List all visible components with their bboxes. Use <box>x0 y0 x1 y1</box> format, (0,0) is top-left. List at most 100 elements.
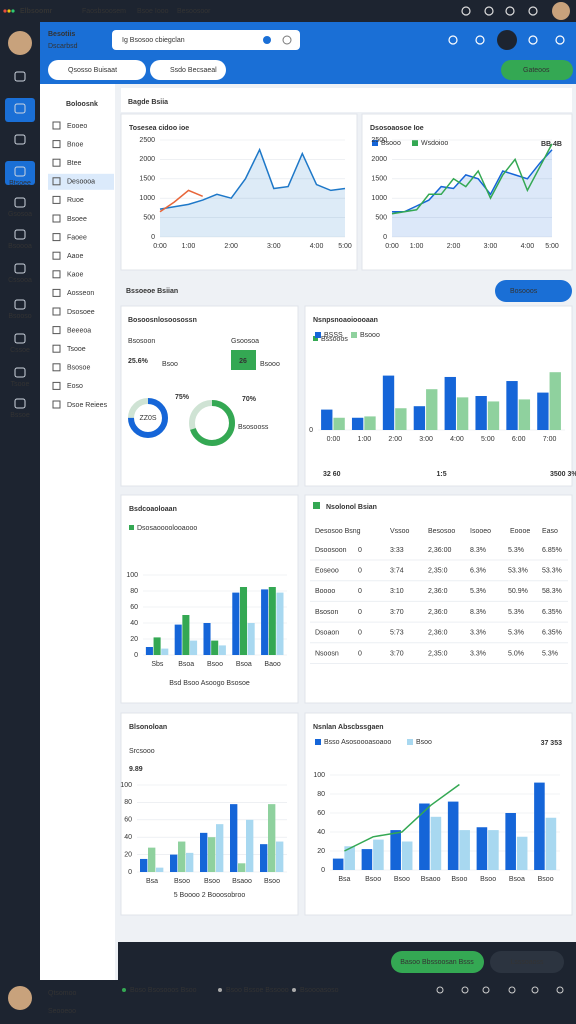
table-cell: 53.3% <box>542 568 562 575</box>
rail-label[interactable]: Bssoe <box>10 412 30 419</box>
menu-tab[interactable]: Besoosoor <box>177 8 211 15</box>
filter-text[interactable]: Ssdo Becsaeal <box>170 67 217 74</box>
filter-pill[interactable] <box>150 60 226 80</box>
y-tick-label: 60 <box>130 604 138 611</box>
x-tick-label: Bsa <box>338 876 350 883</box>
sidebar-item[interactable]: Faoee <box>67 234 87 241</box>
search-box[interactable] <box>112 30 300 50</box>
action-text[interactable]: Gateoos <box>523 67 550 74</box>
bar <box>211 640 219 655</box>
menu-tab[interactable]: Faosbsoosem <box>82 8 126 15</box>
y-tick-label: 0 <box>134 652 138 659</box>
action-button[interactable] <box>501 60 573 80</box>
x-tick-label: 2:00 <box>447 243 461 250</box>
sidebar-item[interactable]: Btee <box>67 160 82 167</box>
sidebar-item[interactable]: Dsoe Reiees <box>67 402 108 409</box>
rail-label[interactable]: Tsooe <box>11 381 30 388</box>
sidebar-item[interactable]: Bsosoe <box>67 365 90 372</box>
header-avatar <box>8 31 32 55</box>
rail-label[interactable]: Gsosoa <box>8 211 32 218</box>
sidebar-item[interactable]: Kaoe <box>67 272 83 279</box>
primary-button[interactable] <box>391 951 484 973</box>
table-cell: Eoseoo <box>315 568 339 575</box>
rail-label[interactable]: Cssoe <box>10 347 30 354</box>
rail-label[interactable]: Bsooso <box>8 313 31 320</box>
sidebar-item[interactable]: Dsosoee <box>67 309 95 316</box>
bar <box>190 640 198 655</box>
secondary-button-text[interactable]: Lsssoaoss <box>510 959 544 966</box>
rail-icon <box>14 197 26 208</box>
area <box>392 149 552 237</box>
legend-label: Bsso Asosoooasoaoo <box>324 739 391 746</box>
section-button[interactable] <box>495 280 572 302</box>
chart-note: 5 Boooo 2 Booosobroo <box>174 892 246 899</box>
donut-arc <box>128 398 168 438</box>
sidebar-item[interactable]: Eoso <box>67 383 83 390</box>
sidebar-item[interactable]: Ruoe <box>67 197 84 204</box>
bar <box>182 615 190 655</box>
status-dot <box>122 988 126 992</box>
rail-icon <box>14 103 26 114</box>
primary-button-text[interactable]: Basoo Bbssoosan Bsss <box>400 959 474 966</box>
bar <box>487 401 500 430</box>
bar <box>534 782 545 870</box>
table-cell: 8.3% <box>470 609 486 616</box>
x-tick-label: Bsoo <box>451 876 467 883</box>
table-cell: 6.35% <box>542 630 562 637</box>
sidebar-icon <box>52 195 61 204</box>
table-cell: 50.9% <box>508 588 528 595</box>
section-title: Bssoeoe Bsiian <box>126 288 178 295</box>
filter-pill[interactable] <box>48 60 146 80</box>
sidebar-item[interactable]: Desoooa <box>67 179 95 186</box>
chart-title: Dsosoaosoe Ioe <box>370 125 424 132</box>
legend-swatch <box>313 336 318 341</box>
section-button-text[interactable]: Bosooos <box>510 288 538 295</box>
sidebar-item[interactable]: Eooeo <box>67 123 87 130</box>
table-cell: 6.85% <box>542 547 562 554</box>
rail-label[interactable]: Bsoooa <box>8 243 32 250</box>
sidebar-icon <box>52 177 61 186</box>
y-tick-label: 60 <box>317 810 325 817</box>
header-icon <box>497 30 517 50</box>
bar <box>333 417 345 430</box>
bar <box>268 587 276 655</box>
legend-swatch <box>372 140 378 146</box>
rail-icon <box>14 134 26 145</box>
filter-text[interactable]: Qsosso Buisaat <box>68 67 117 74</box>
sidebar-icon <box>52 140 61 149</box>
bar <box>382 375 395 430</box>
header-title: Besotiis <box>48 31 75 38</box>
sidebar-item[interactable]: Bnoe <box>67 141 83 148</box>
rail-label[interactable]: Btsoee <box>9 180 31 187</box>
table-cell: 5.3% <box>508 630 524 637</box>
table-header: Desosoo Bsng <box>315 528 361 535</box>
table-cell: 0 <box>358 609 362 616</box>
rail-label[interactable]: Cssooa <box>8 277 32 284</box>
chart-title: Nsnlan Abscbssgaen <box>313 724 384 731</box>
x-tick-label: Baoo <box>264 661 280 668</box>
bar <box>148 847 156 872</box>
y-tick-label: 1500 <box>139 176 155 183</box>
x-tick-label: 4:00 <box>450 436 464 443</box>
bar <box>186 852 194 872</box>
table-cell: 5.3% <box>542 650 558 657</box>
table-cell: 3:33 <box>390 547 404 554</box>
rail-icon <box>14 166 26 177</box>
kpi-badge <box>231 350 256 370</box>
menu-tab[interactable]: Bsoe Iooo <box>137 8 169 15</box>
bar <box>419 803 430 870</box>
sidebar-item[interactable]: Aosseon <box>67 290 94 297</box>
y-tick-label: 20 <box>317 848 325 855</box>
sidebar-item[interactable]: Bsoee <box>67 216 87 223</box>
sidebar-item[interactable]: Aaoe <box>67 253 83 260</box>
bar <box>170 854 178 872</box>
x-tick-label: 2:00 <box>224 243 238 250</box>
legend-label: Wsdoioo <box>421 140 448 147</box>
bar <box>276 592 284 655</box>
sidebar-item[interactable]: Tsooe <box>67 346 86 353</box>
donut-center: Bsosooss <box>238 424 269 431</box>
secondary-button[interactable] <box>490 951 564 973</box>
area <box>160 149 345 237</box>
table-cell: 2,35:0 <box>428 568 448 575</box>
sidebar-item[interactable]: Beeeoa <box>67 327 91 334</box>
